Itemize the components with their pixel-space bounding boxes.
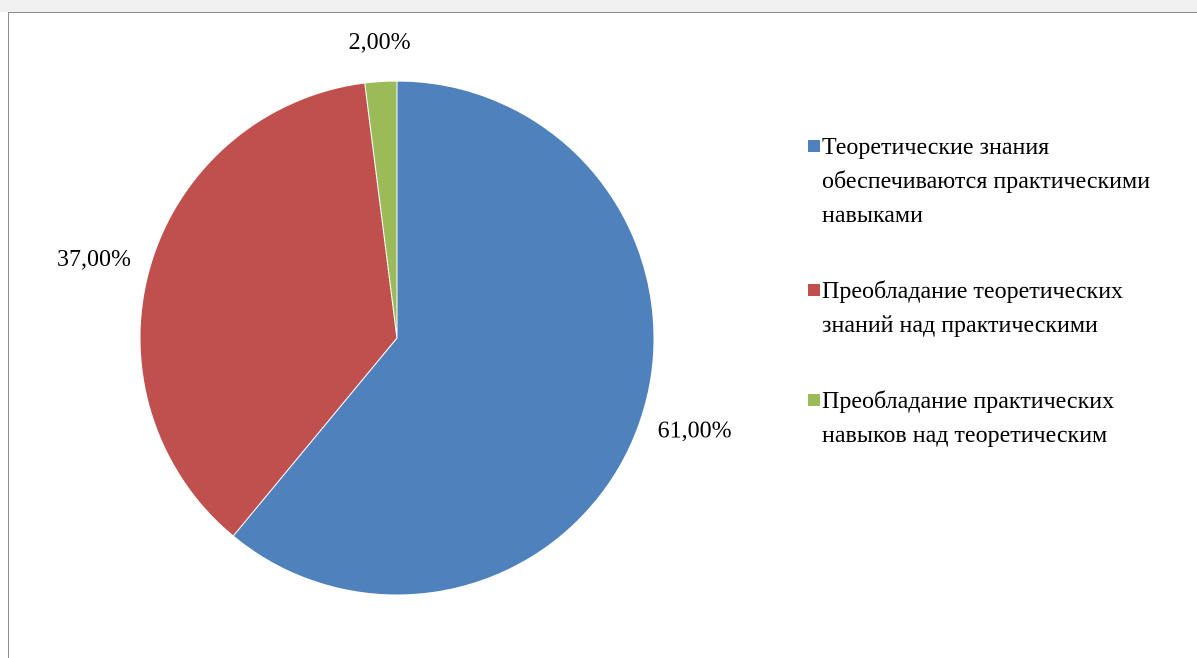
legend-swatch (808, 394, 820, 406)
legend: Теоретические знания обеспечиваются прак… (800, 130, 1180, 494)
legend-label: Преобладание теоретических знаний над пр… (822, 278, 1124, 338)
data-label: 2,00% (349, 29, 411, 55)
pie-slice (364, 80, 398, 339)
legend-item: Преобладание практических навыков над те… (800, 384, 1180, 452)
legend-item: Преобладание теоретических знаний над пр… (800, 274, 1180, 342)
pie-slice (232, 80, 655, 596)
legend-label: Теоретические знания обеспечиваются прак… (822, 134, 1151, 228)
legend-swatch (808, 284, 820, 296)
data-label: 37,00% (57, 246, 131, 272)
legend-label: Преобладание практических навыков над те… (822, 388, 1115, 448)
data-label: 61,00% (658, 417, 732, 443)
legend-swatch (808, 140, 820, 152)
legend-item: Теоретические знания обеспечиваются прак… (800, 130, 1180, 232)
top-strip (0, 0, 1197, 12)
pie-slice (139, 82, 398, 537)
